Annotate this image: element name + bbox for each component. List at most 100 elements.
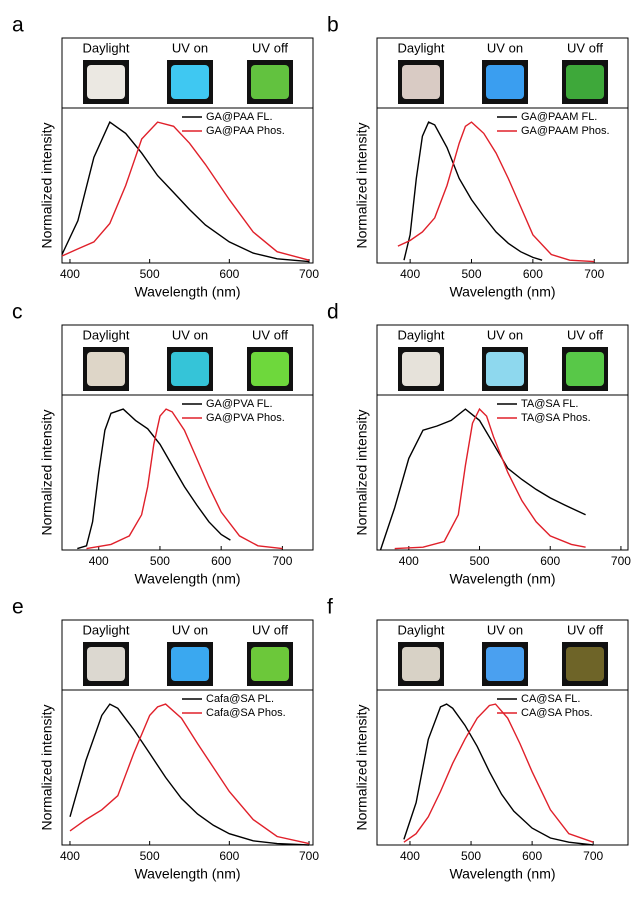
photo-sample (87, 647, 125, 681)
spectrum-line (397, 121, 595, 263)
legend-label: CA@SA FL. (521, 693, 580, 705)
image-label: UV on (487, 622, 523, 637)
legend-label: Cafa@SA Phos. (206, 707, 286, 719)
legend-label: GA@PAA FL. (206, 111, 273, 123)
image-label: UV off (567, 622, 603, 637)
panel-label: a (12, 14, 24, 37)
image-label: Daylight (398, 40, 445, 55)
photo-sample (171, 352, 209, 386)
image-label: UV off (567, 40, 603, 55)
image-label: UV on (487, 327, 523, 342)
x-tick-label: 600 (522, 849, 542, 863)
x-tick-label: 700 (583, 849, 603, 863)
spectrum-line (61, 121, 310, 261)
x-tick-label: 500 (150, 554, 170, 568)
photo-sample (171, 65, 209, 99)
photo-sample (486, 647, 524, 681)
x-axis-label: Wavelength (nm) (134, 866, 240, 882)
spectrum-line (403, 703, 594, 846)
legend-label: GA@PVA FL. (206, 398, 273, 410)
x-tick-label: 400 (89, 554, 109, 568)
image-label: Daylight (398, 622, 445, 637)
frame (376, 619, 629, 846)
panel-label: c (12, 301, 23, 324)
legend-label: GA@PAAM FL. (521, 111, 597, 123)
image-label: UV off (252, 40, 288, 55)
x-tick-label: 600 (523, 267, 543, 281)
photo-sample (402, 65, 440, 99)
spectrum-line (69, 703, 310, 846)
image-label: UV on (487, 40, 523, 55)
panel-label: e (12, 596, 24, 619)
legend-label: GA@PAAM Phos. (521, 125, 610, 137)
y-axis-label: Normalized intensity (39, 704, 55, 830)
image-label: UV on (172, 622, 208, 637)
x-tick-label: 500 (470, 554, 490, 568)
spectrum-line (403, 121, 543, 261)
image-label: Daylight (83, 622, 130, 637)
photo-sample (87, 352, 125, 386)
legend-label: CA@SA Phos. (521, 707, 593, 719)
panel-label: d (327, 301, 339, 324)
spectrum-line (69, 703, 310, 845)
x-tick-label: 700 (299, 267, 319, 281)
x-tick-label: 400 (60, 267, 80, 281)
frame (376, 37, 629, 264)
x-tick-label: 700 (299, 849, 319, 863)
legend-label: GA@PVA Phos. (206, 412, 285, 424)
x-axis-label: Wavelength (nm) (449, 284, 555, 300)
y-axis-label: Normalized intensity (39, 122, 55, 248)
image-label: UV off (252, 327, 288, 342)
legend-label: GA@PAA Phos. (206, 125, 285, 137)
legend-label: TA@SA Phos. (521, 412, 591, 424)
y-axis-label: Normalized intensity (354, 409, 370, 535)
y-axis-label: Normalized intensity (354, 704, 370, 830)
x-tick-label: 600 (540, 554, 560, 568)
image-label: Daylight (83, 40, 130, 55)
x-axis-label: Wavelength (nm) (449, 866, 555, 882)
image-label: UV on (172, 40, 208, 55)
x-tick-label: 500 (140, 267, 160, 281)
photo-sample (486, 352, 524, 386)
frame (61, 324, 314, 551)
legend-label: TA@SA FL. (521, 398, 578, 410)
x-tick-label: 700 (272, 554, 292, 568)
photo-sample (566, 352, 604, 386)
spectrum-line (77, 408, 231, 550)
x-axis-label: Wavelength (nm) (134, 284, 240, 300)
x-tick-label: 400 (399, 554, 419, 568)
panel-label: b (327, 14, 339, 37)
image-label: UV off (252, 622, 288, 637)
x-tick-label: 600 (219, 849, 239, 863)
legend-label: Cafa@SA PL. (206, 693, 274, 705)
photo-sample (486, 65, 524, 99)
x-tick-label: 600 (219, 267, 239, 281)
x-tick-label: 700 (584, 267, 604, 281)
x-axis-label: Wavelength (nm) (134, 571, 240, 587)
spectrum-line (403, 703, 594, 843)
x-axis-label: Wavelength (nm) (449, 571, 555, 587)
x-tick-label: 700 (611, 554, 631, 568)
image-label: Daylight (83, 327, 130, 342)
x-tick-label: 400 (400, 267, 420, 281)
spectrum-line (379, 408, 586, 551)
x-tick-label: 400 (400, 849, 420, 863)
x-tick-label: 600 (211, 554, 231, 568)
spectrum-line (86, 408, 283, 550)
x-tick-label: 500 (461, 849, 481, 863)
photo-sample (251, 647, 289, 681)
frame (61, 619, 314, 846)
x-tick-label: 500 (461, 267, 481, 281)
frame (376, 324, 629, 551)
spectrum-line (394, 407, 586, 550)
x-tick-label: 500 (140, 849, 160, 863)
panel-label: f (327, 596, 333, 619)
photo-sample (566, 65, 604, 99)
spectrum-line (61, 121, 310, 263)
frame (61, 37, 314, 264)
photo-sample (87, 65, 125, 99)
y-axis-label: Normalized intensity (354, 122, 370, 248)
image-label: UV on (172, 327, 208, 342)
photo-sample (402, 647, 440, 681)
